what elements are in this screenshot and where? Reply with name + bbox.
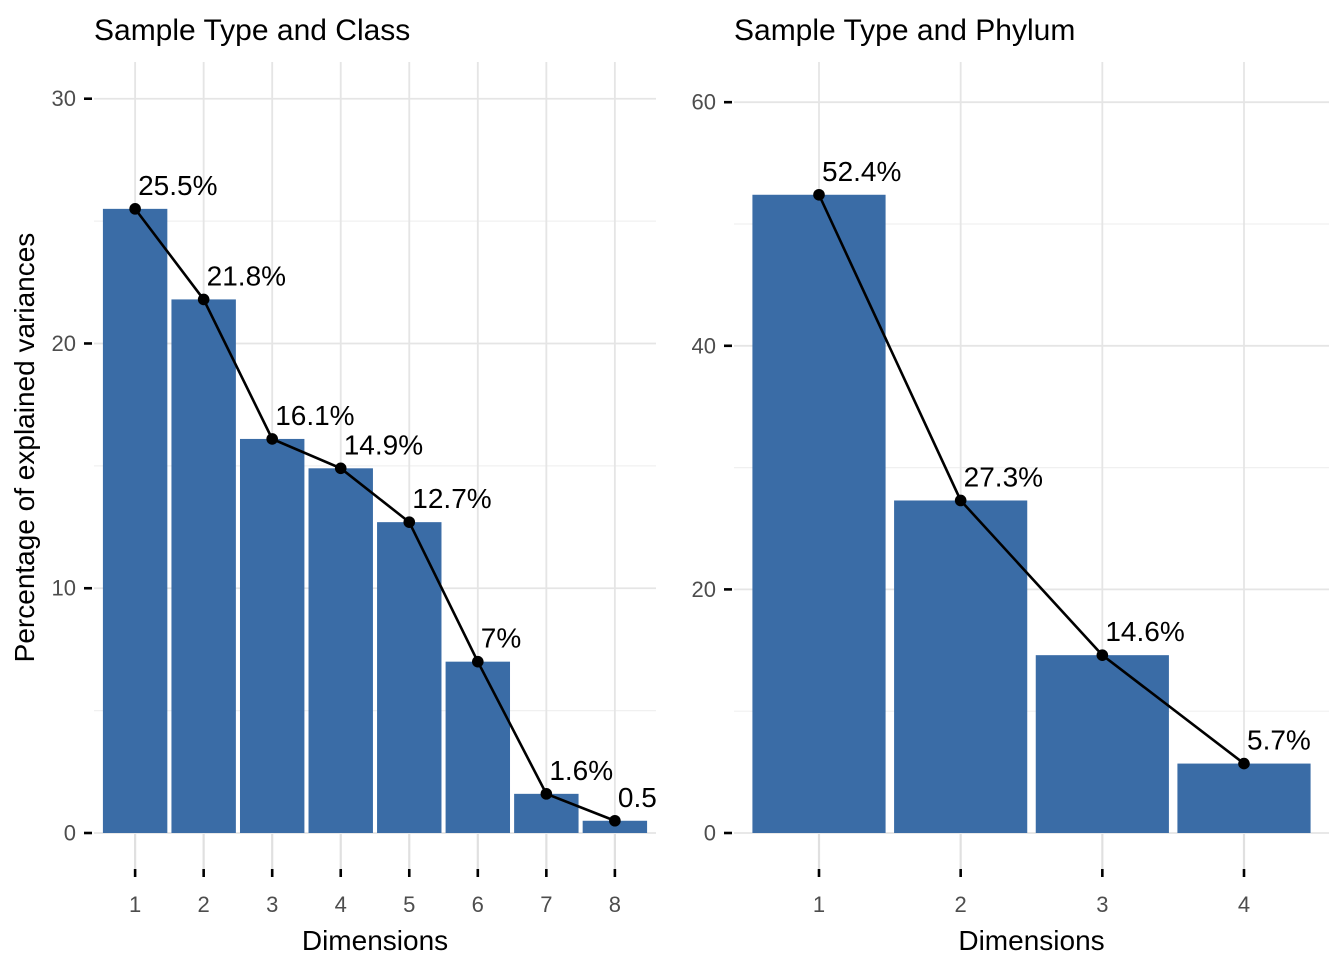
x-tick-label: 8 xyxy=(609,892,621,917)
data-point-label: 16.1% xyxy=(275,400,354,431)
plot-title: Sample Type and Phylum xyxy=(734,14,1075,47)
x-tick-label: 6 xyxy=(472,892,484,917)
chart-sample-type-and-class: 1 2 3 4 5 6 7 8 0 10 20 30 Dimensions Percentage of e… xyxy=(0,0,672,960)
bar-dimension-7 xyxy=(514,793,579,833)
bar-dimension-6 xyxy=(445,661,511,833)
x-tick-label: 3 xyxy=(1096,892,1108,917)
bar-dimension-3 xyxy=(239,438,305,833)
y-tick-label: 40 xyxy=(692,333,716,358)
x-tick-label: 1 xyxy=(129,892,141,917)
data-point xyxy=(1238,757,1250,770)
y-tick-label: 20 xyxy=(52,331,76,356)
data-point-label: 21.8% xyxy=(207,260,286,291)
y-tick-label: 20 xyxy=(692,577,716,602)
chart-sample-type-and-phylum: 1 2 3 4 0 20 40 60 Dimensions 52.4% 27.3% 14.6% 5.7%… xyxy=(672,0,1344,960)
bar-dimension-1 xyxy=(752,194,886,833)
y-axis-title: Percentage of explained variances xyxy=(9,233,40,663)
bar-dimension-4 xyxy=(308,468,373,833)
trend-line xyxy=(817,193,1246,765)
data-point-label: 27.3% xyxy=(964,461,1043,492)
bar-dimension-8 xyxy=(582,820,648,833)
data-point-label: 52.4% xyxy=(822,156,901,187)
bar-dimension-2 xyxy=(894,500,1028,833)
y-tick-label: 60 xyxy=(692,90,716,115)
data-point-label: 14.6% xyxy=(1105,616,1184,647)
trend-line xyxy=(133,207,617,823)
data-point xyxy=(472,655,484,668)
x-tick-label: 3 xyxy=(266,892,278,917)
bar-dimension-4 xyxy=(1177,763,1311,833)
data-point-label: 1.6% xyxy=(549,755,613,786)
data-point-label: 25.5% xyxy=(138,170,217,201)
data-point-label: 5.7% xyxy=(1247,725,1311,756)
data-point xyxy=(129,203,141,215)
y-tick-label: 0 xyxy=(704,821,716,846)
data-point xyxy=(1096,649,1109,661)
data-point-label: 14.9% xyxy=(344,429,423,460)
data-point xyxy=(609,814,621,827)
x-tick-label: 4 xyxy=(335,892,347,917)
y-tick-label: 30 xyxy=(52,86,76,111)
data-point xyxy=(954,494,967,507)
x-axis-title: Dimensions xyxy=(958,925,1104,956)
data-point xyxy=(197,293,210,306)
data-point xyxy=(403,516,416,528)
data-point xyxy=(266,433,278,445)
data-point xyxy=(813,188,825,201)
x-tick-label: 4 xyxy=(1238,892,1250,917)
plot-title: Sample Type and Class xyxy=(94,14,410,47)
y-tick-label: 0 xyxy=(64,821,76,846)
data-point-label: 0.5 xyxy=(618,782,657,813)
x-tick-label: 7 xyxy=(540,892,552,917)
x-axis-title: Dimensions xyxy=(302,925,448,956)
bar-dimension-1 xyxy=(102,208,168,833)
x-tick-label: 2 xyxy=(198,892,210,917)
data-point xyxy=(540,788,553,800)
data-point-label: 7% xyxy=(481,623,521,654)
data-point xyxy=(334,462,347,475)
bar-dimension-2 xyxy=(171,299,236,833)
scree-plot-phylum: 1 2 3 40204060Dimensions52.4%27.3%14.6%5.7%… xyxy=(692,14,1329,956)
x-tick-label: 2 xyxy=(955,892,967,917)
bar-dimension-3 xyxy=(1035,655,1169,833)
x-tick-label: 5 xyxy=(403,892,415,917)
bar-dimension-5 xyxy=(377,522,442,833)
y-tick-label: 10 xyxy=(52,576,76,601)
data-point-label: 12.7% xyxy=(412,483,491,514)
scree-plot-class: 1 2 3 4 5 6 7 8 0 10 20 30 Dimensions Percentage of e… xyxy=(9,14,657,956)
x-tick-label: 1 xyxy=(813,892,825,917)
